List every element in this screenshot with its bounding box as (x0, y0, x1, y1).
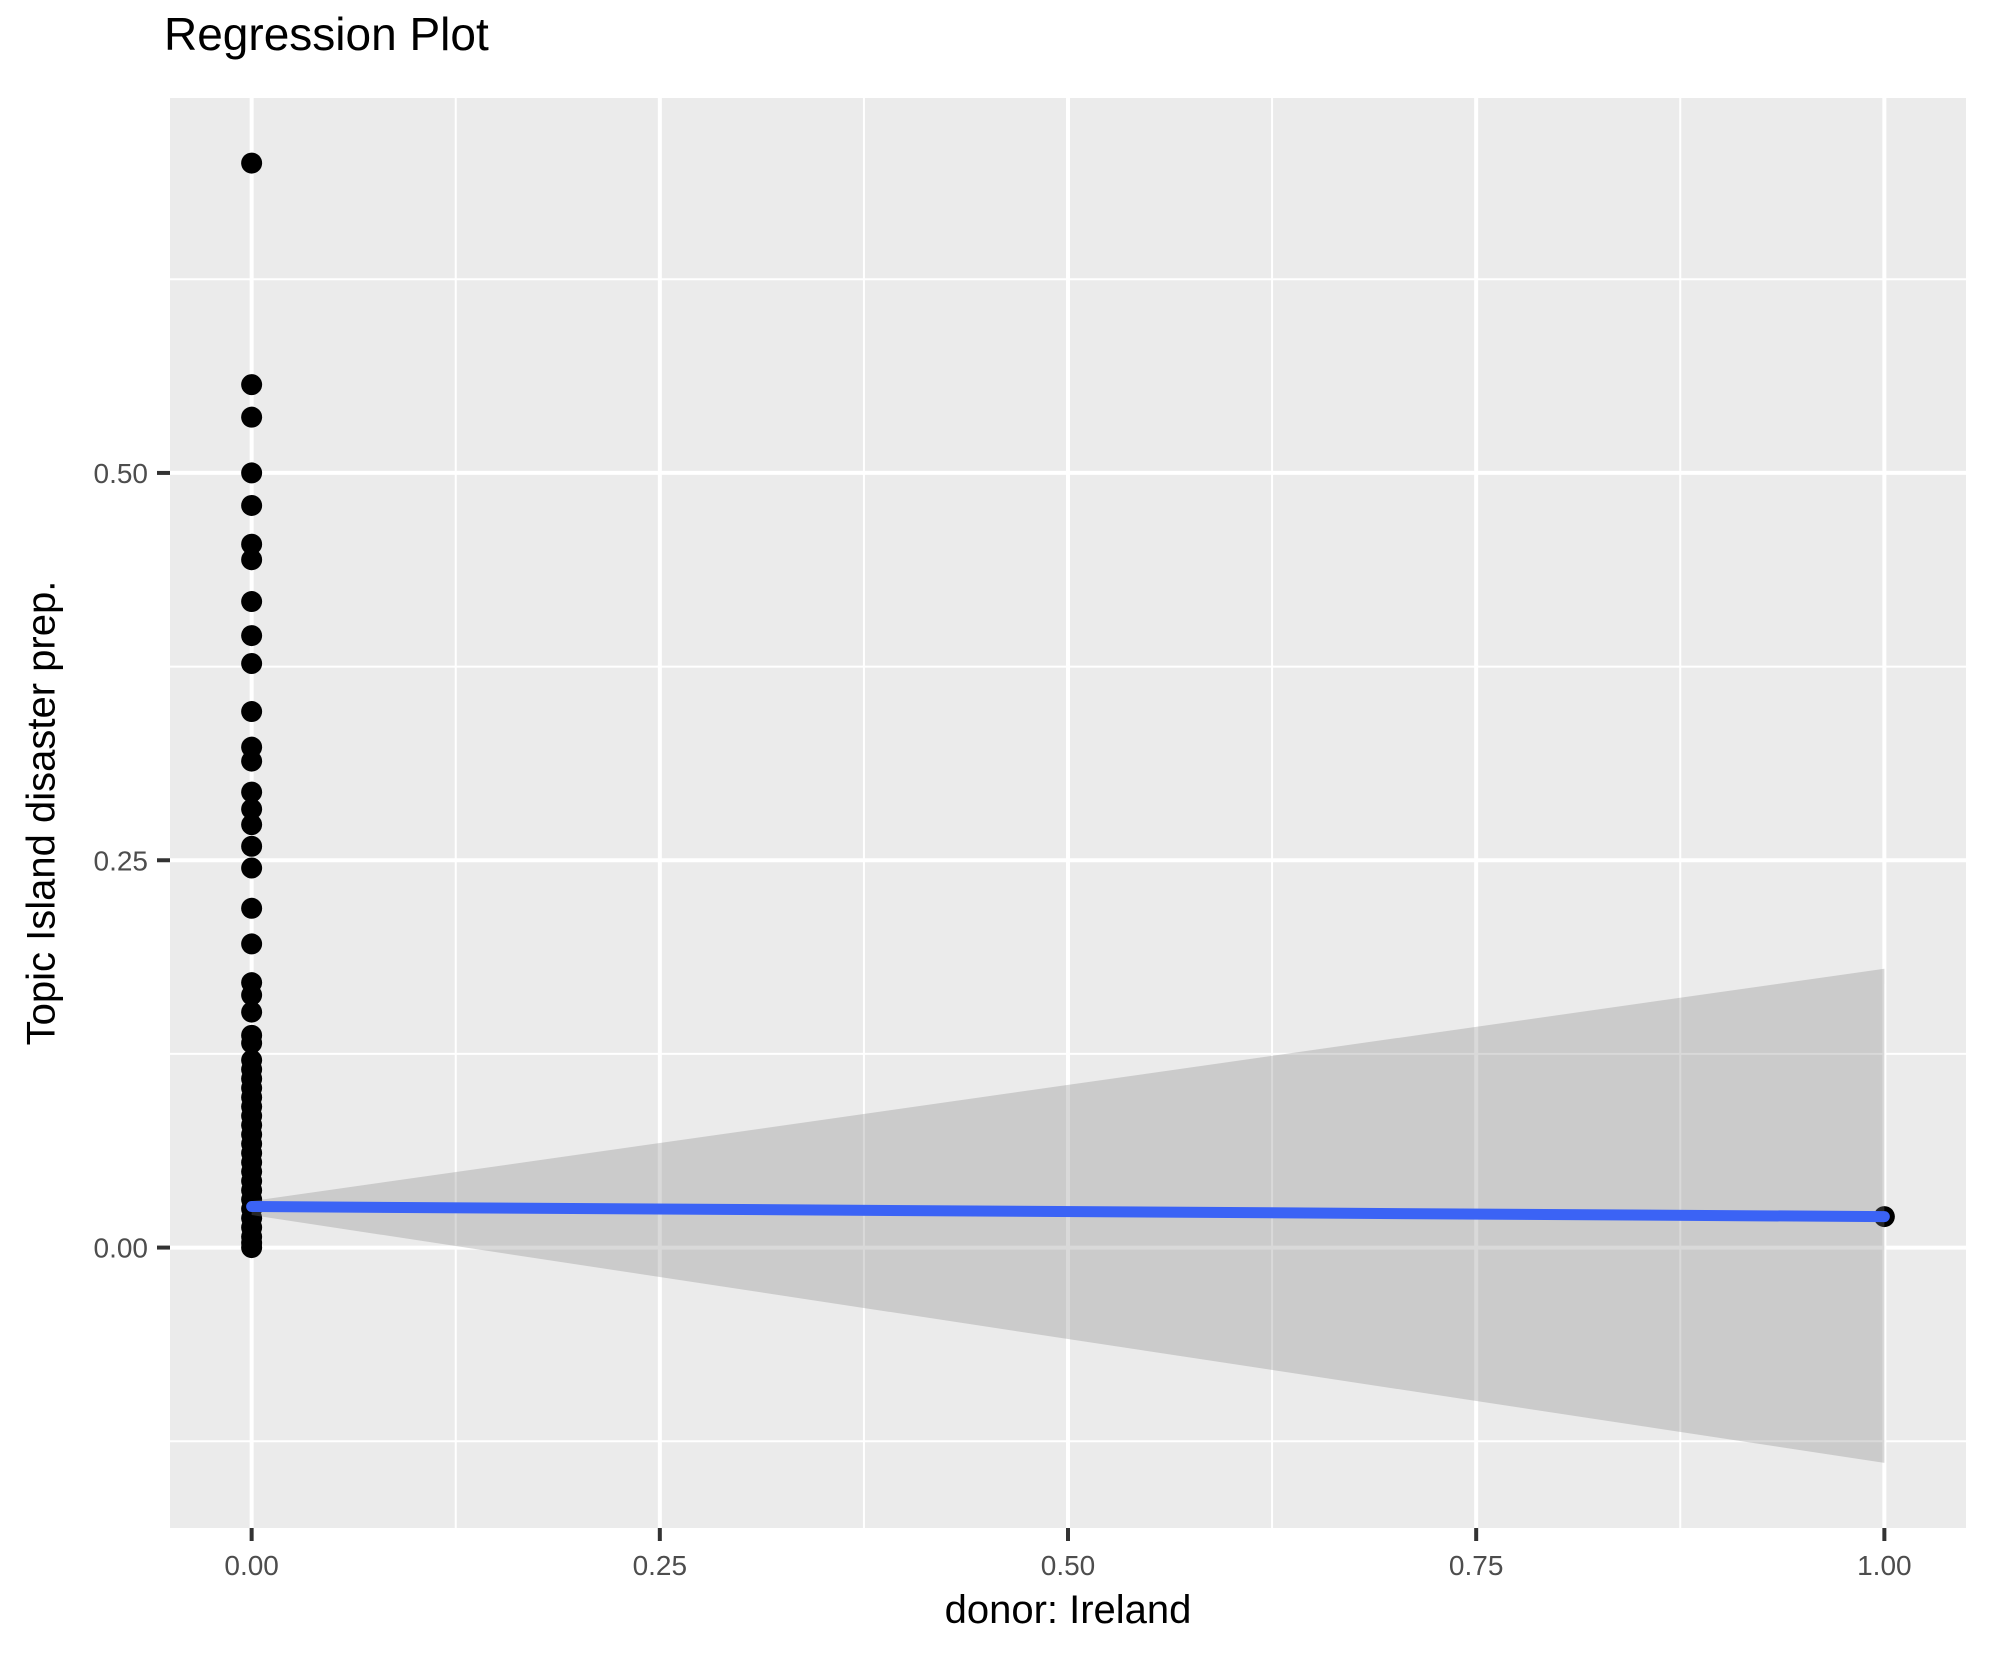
x-tick-label: 0.25 (633, 1550, 688, 1581)
x-tick-label: 1.00 (1857, 1550, 1912, 1581)
x-tick-label: 0.00 (224, 1550, 279, 1581)
y-tick-label: 0.00 (94, 1233, 149, 1264)
data-point (241, 406, 263, 428)
data-point (241, 549, 263, 571)
regression-line (246, 1201, 1890, 1223)
x-tick-label: 0.50 (1041, 1550, 1096, 1581)
data-point (241, 984, 263, 1006)
data-point (241, 933, 263, 955)
data-point (241, 701, 263, 723)
data-point (241, 814, 263, 836)
data-point (241, 533, 263, 555)
data-point (241, 781, 263, 803)
data-point (241, 798, 263, 820)
data-point (241, 374, 263, 396)
x-axis-title: donor: Ireland (944, 1588, 1192, 1632)
data-point (241, 591, 263, 613)
data-point (241, 1001, 263, 1023)
data-point (241, 462, 263, 484)
y-tick-label: 0.50 (94, 458, 149, 489)
data-point (241, 625, 263, 647)
x-tick-label: 0.75 (1449, 1550, 1504, 1581)
data-point (241, 835, 263, 857)
data-point (241, 494, 263, 516)
y-tick-label: 0.25 (94, 845, 149, 876)
data-point (241, 1237, 263, 1259)
plot-title: Regression Plot (164, 8, 489, 60)
data-point (241, 152, 263, 174)
data-point (241, 897, 263, 919)
data-point (241, 750, 263, 772)
data-point (241, 857, 263, 879)
data-point (241, 652, 263, 674)
data-point (241, 1032, 263, 1054)
